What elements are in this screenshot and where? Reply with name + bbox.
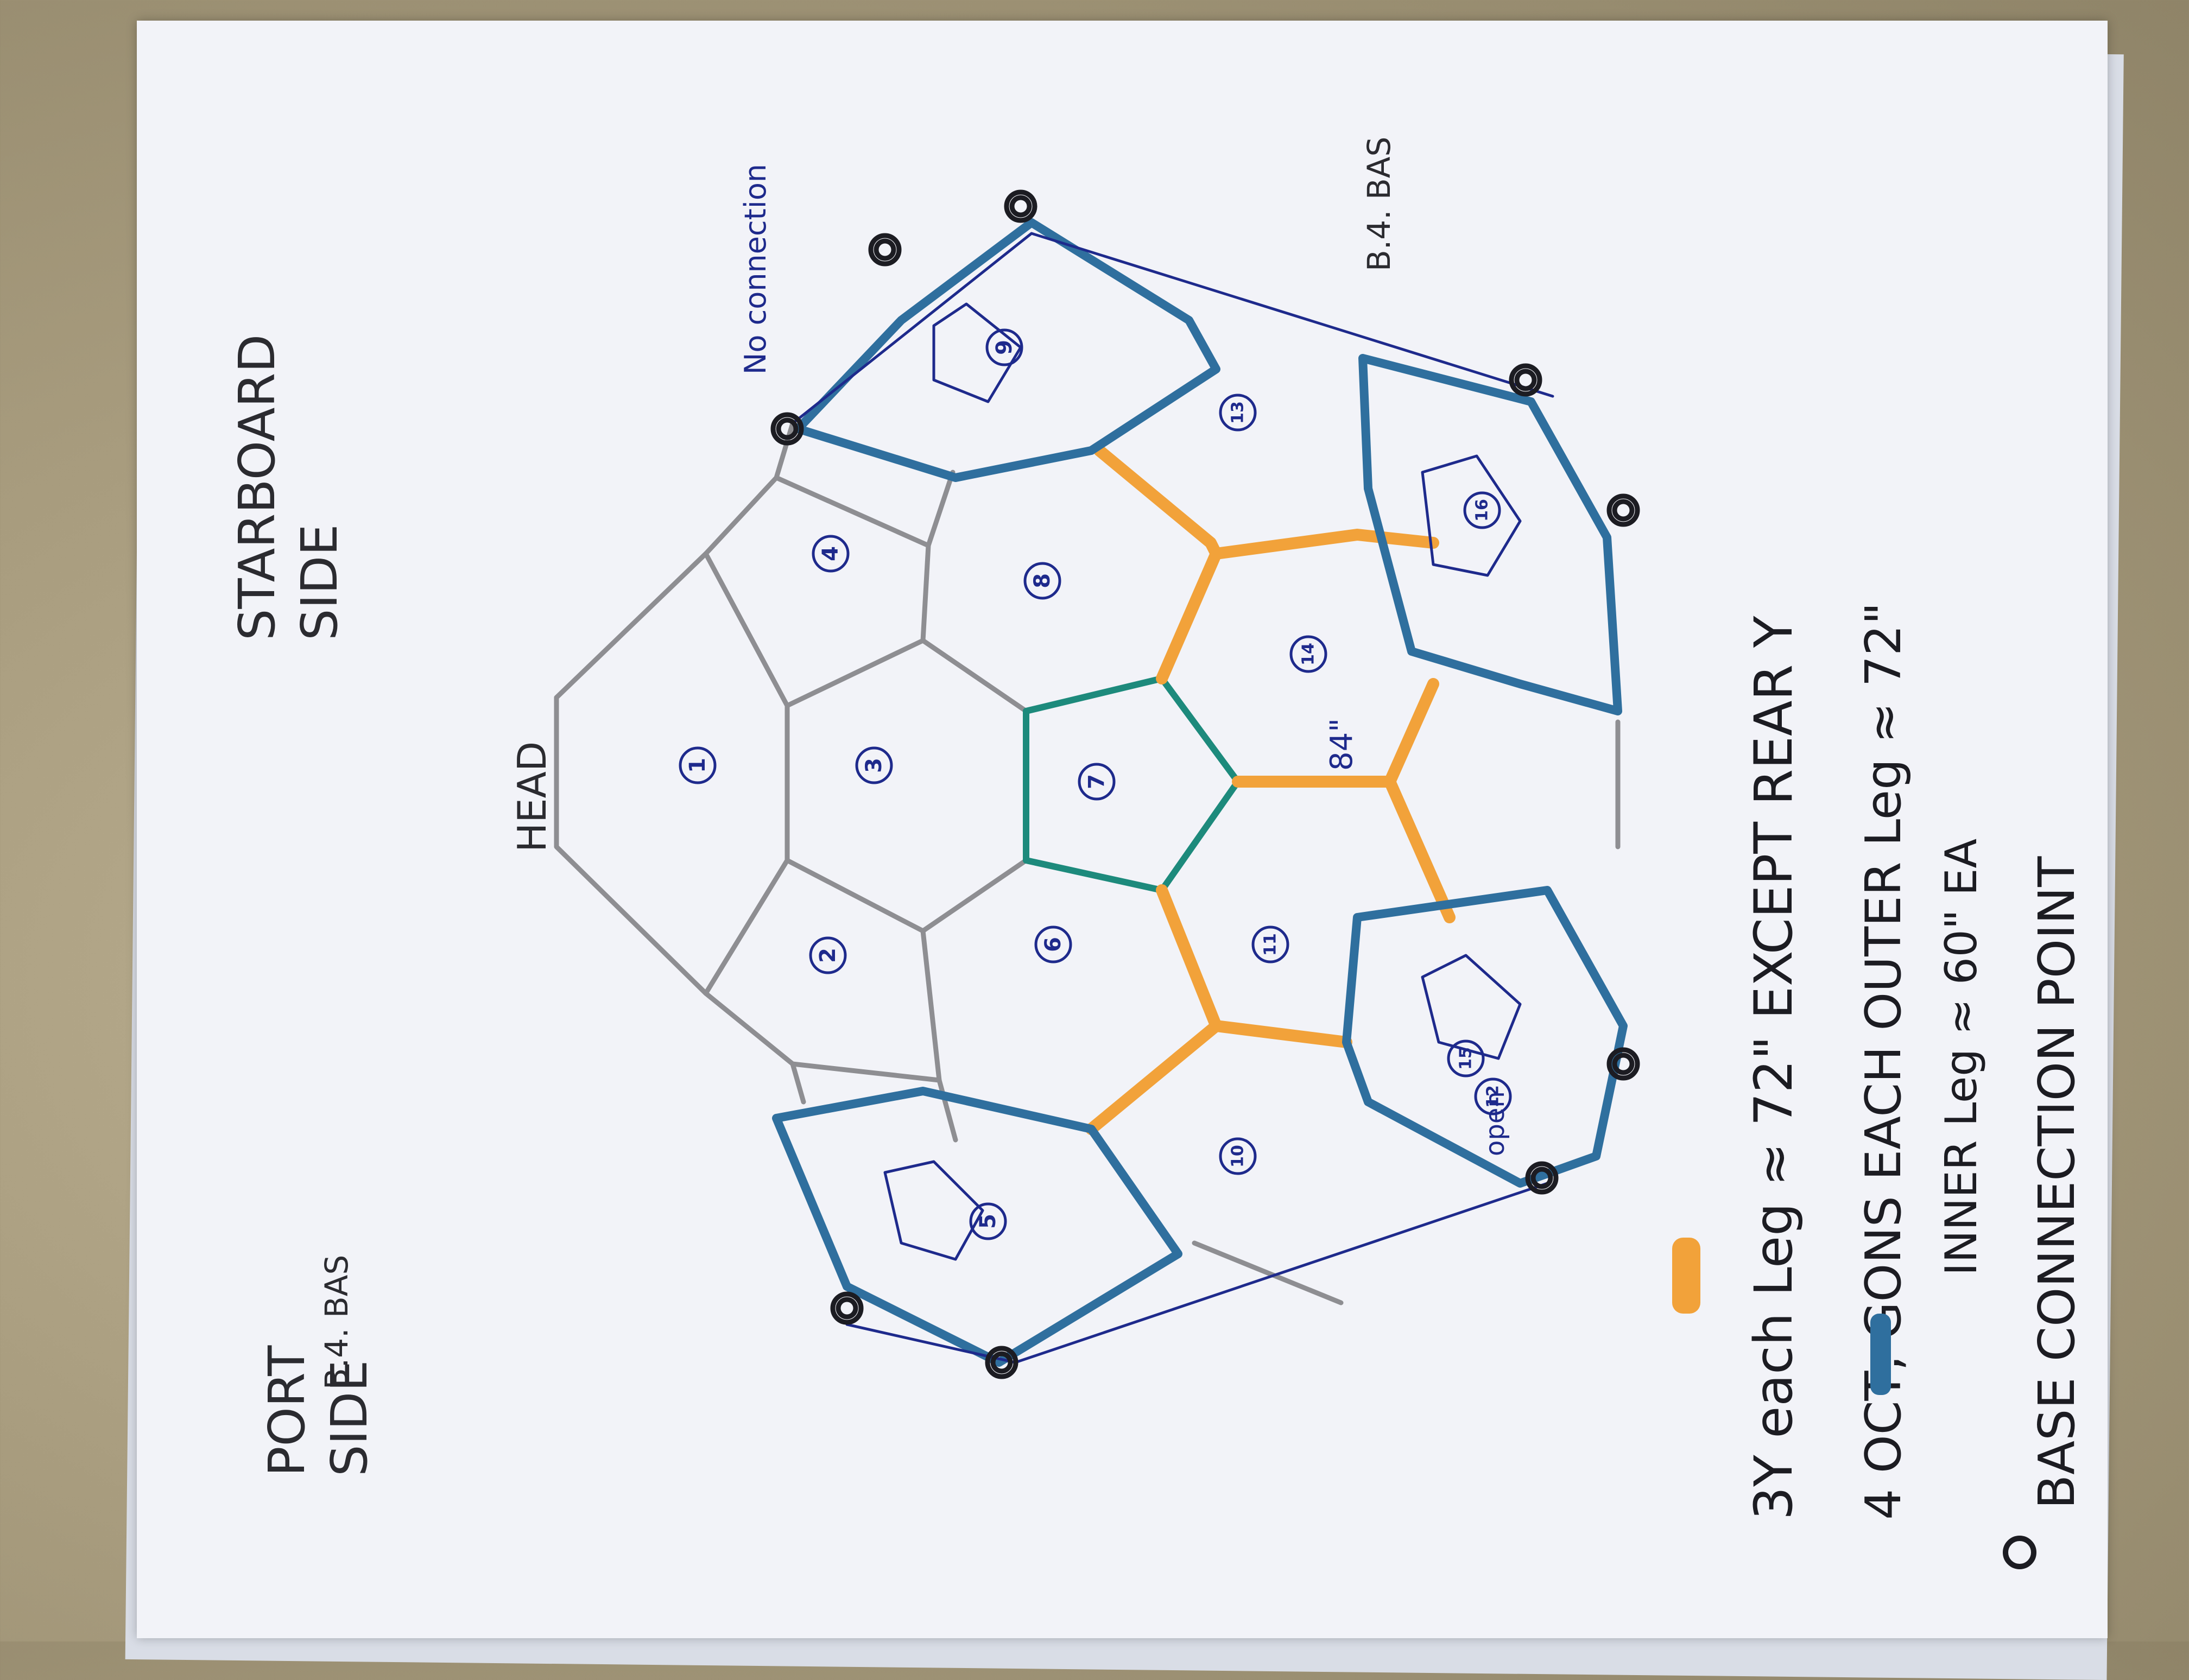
base-connection-point-2 xyxy=(874,238,896,261)
gray-edge-10 xyxy=(790,1061,806,1105)
teal-center-pentagon xyxy=(1023,675,1241,893)
base-connection-point-1 xyxy=(1004,189,1037,223)
cell-circle-13 xyxy=(1219,394,1257,432)
base-connection-point-7 xyxy=(1525,1161,1559,1195)
cell-number-6: 6 xyxy=(1041,937,1066,952)
base-connection-point-9 xyxy=(985,1346,1018,1379)
base-connection-point-8 xyxy=(836,1297,858,1320)
gray-edge-7 xyxy=(926,470,956,548)
cell-circle-1 xyxy=(679,746,717,784)
cell-circle-4 xyxy=(812,535,850,573)
cell-number-9: 9 xyxy=(992,340,1017,355)
cell-number-15: 15 xyxy=(1457,1047,1476,1070)
base-connection-point-5 xyxy=(1612,499,1635,522)
ink-connector-3 xyxy=(1421,954,1522,1060)
ink-connector-1 xyxy=(932,302,1022,403)
no-connection-label: No connection xyxy=(738,164,773,375)
base-connection-point-2 xyxy=(868,233,902,267)
cell-number-14: 14 xyxy=(1299,643,1318,665)
base-connection-point-4 xyxy=(1514,369,1537,391)
cell-number-7: 7 xyxy=(1084,774,1109,789)
starboard-side-label: STARBOARDSIDE xyxy=(228,334,349,641)
cell-number-13: 13 xyxy=(1229,401,1248,424)
cell-number-10: 10 xyxy=(1229,1145,1248,1168)
blue-octagon-4 xyxy=(772,1087,1182,1367)
orange-y-strut-2 xyxy=(1210,529,1439,560)
gray-edge-9 xyxy=(774,421,795,480)
base-connection-point-6 xyxy=(1612,1053,1635,1075)
base-label-left: B.4. BAS xyxy=(318,1255,355,1390)
blue-octagon-1 xyxy=(794,218,1220,482)
base-connection-point-5 xyxy=(1606,493,1640,527)
cell-number-1: 1 xyxy=(685,758,710,773)
gray-edge-12 xyxy=(1192,1240,1344,1305)
blue-octagon-2 xyxy=(1358,354,1622,715)
ink-connector-4 xyxy=(883,1160,984,1261)
cell-circle-16 xyxy=(1463,491,1501,529)
base-point-layer xyxy=(770,189,1640,1379)
base-connection-point-1 xyxy=(1009,195,1032,218)
cell-circle-12 xyxy=(1474,1077,1512,1115)
orange-y-strut-4 xyxy=(1384,776,1456,923)
cell-circle-7 xyxy=(1078,763,1116,801)
cell-number-5: 5 xyxy=(976,1214,1001,1229)
port-side-label: PORTSIDE xyxy=(258,1345,378,1476)
legend-base-point-icon xyxy=(2003,1536,2036,1569)
base-connection-point-6 xyxy=(1606,1047,1640,1081)
ink-connector-5 xyxy=(791,232,1554,425)
open-label: open xyxy=(1480,1091,1510,1156)
base-connection-point-4 xyxy=(1509,363,1542,397)
cell-number-11: 11 xyxy=(1261,933,1280,956)
legend-orange-swatch xyxy=(1672,1238,1700,1314)
orange-y-strut-5 xyxy=(1085,884,1222,1135)
cell-circle-6 xyxy=(1034,925,1072,963)
cell-circle-2 xyxy=(809,936,847,974)
legend-blue-text-2: INNER Leg ≈ 60" EA xyxy=(1936,839,1986,1276)
cell-number-2: 2 xyxy=(815,948,840,963)
base-label-right: B.4. BAS xyxy=(1361,137,1397,271)
legend-orange-text: 3Y each Leg ≈ 72" EXCEPT REAR Y xyxy=(1743,616,1804,1520)
edge-layer xyxy=(554,218,1628,1367)
cell-number-12: 12 xyxy=(1484,1085,1503,1108)
base-connection-point-8 xyxy=(830,1291,864,1325)
gray-edge-5 xyxy=(785,858,942,1083)
gray-edge-8 xyxy=(937,1077,958,1143)
cell-circle-8 xyxy=(1023,562,1061,600)
cell-circle-15 xyxy=(1447,1039,1485,1077)
legend-blue-swatch xyxy=(1870,1314,1891,1395)
orange-y-strut-1 xyxy=(1093,445,1222,684)
head-label: HEAD xyxy=(509,741,555,852)
gray-edge-6 xyxy=(920,638,1029,934)
legend-base-text: BASE CONNECTION POINT xyxy=(2028,856,2086,1509)
ink-connector-2 xyxy=(1421,454,1522,577)
cell-number-16: 16 xyxy=(1473,499,1492,522)
cell-circle-5 xyxy=(969,1202,1007,1240)
cell-circle-14 xyxy=(1289,635,1327,673)
cell-circle-11 xyxy=(1251,925,1289,963)
paper-sheet xyxy=(137,21,2108,1638)
cell-number-3: 3 xyxy=(862,758,887,773)
gray-edge-4 xyxy=(774,475,931,708)
orange-y-strut-6 xyxy=(1210,1020,1352,1048)
cell-circle-3 xyxy=(855,746,893,784)
base-connection-point-7 xyxy=(1530,1167,1553,1189)
cell-circle-9 xyxy=(985,328,1023,366)
blue-octagon-3 xyxy=(1342,886,1628,1188)
cell-number-4: 4 xyxy=(818,546,843,561)
cell-circle-10 xyxy=(1219,1137,1257,1175)
cell-number-8: 8 xyxy=(1030,573,1055,588)
base-connection-point-9 xyxy=(990,1351,1013,1374)
measure-label: 84" xyxy=(1324,718,1359,771)
base-connection-point-3 xyxy=(770,412,804,446)
gray-edge-3 xyxy=(703,551,790,996)
gray-edge-1 xyxy=(554,475,779,700)
gray-edge-2 xyxy=(554,695,795,1067)
base-connection-point-3 xyxy=(776,417,799,440)
